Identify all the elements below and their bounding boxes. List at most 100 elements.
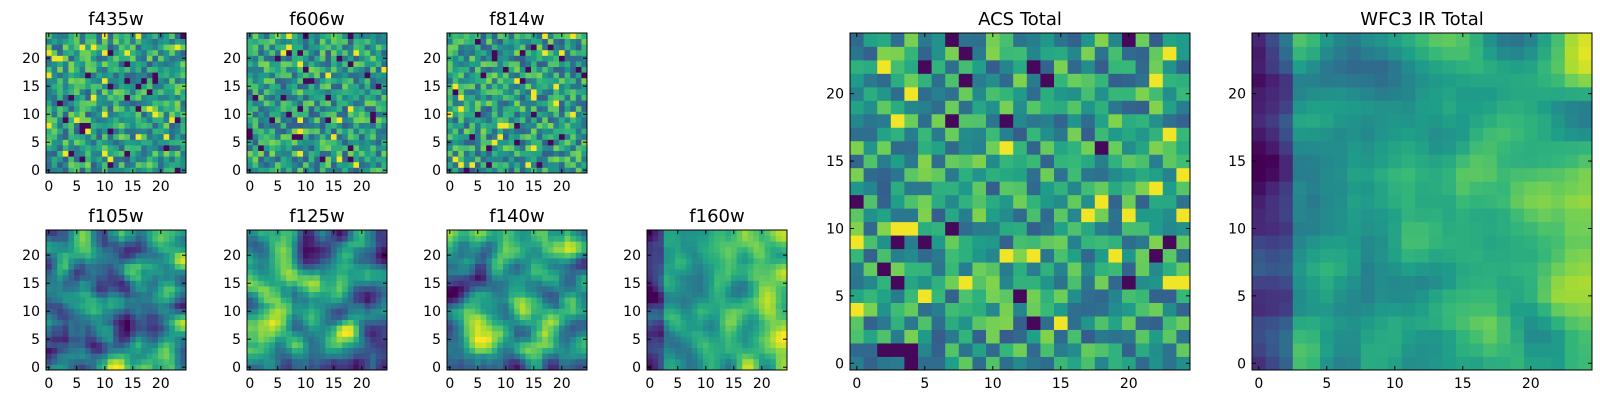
- heatmap-cell: [553, 94, 560, 101]
- heatmap-cell: [447, 66, 453, 73]
- heatmap-cell: [1108, 221, 1123, 236]
- heatmap-cell: [575, 246, 582, 253]
- heatmap-cell: [491, 241, 498, 248]
- heatmap-cell: [135, 122, 142, 129]
- heatmap-cell: [146, 291, 153, 298]
- heatmap-cell: [135, 325, 142, 332]
- heatmap-cell: [169, 133, 176, 140]
- heatmap-cell: [708, 330, 715, 337]
- heatmap-cell: [141, 358, 148, 365]
- heatmap-cell: [503, 111, 509, 118]
- heatmap-cell: [514, 342, 521, 348]
- heatmap-cell: [775, 252, 782, 259]
- heatmap-cell: [652, 336, 659, 343]
- heatmap-cell: [96, 94, 103, 101]
- heatmap-cell: [863, 275, 878, 290]
- heatmap-cell: [331, 286, 337, 292]
- heatmap-cell: [141, 274, 148, 281]
- heatmap-cell: [759, 241, 765, 248]
- heatmap-cell: [375, 263, 382, 270]
- heatmap-cell: [945, 208, 960, 223]
- heatmap-cell: [850, 275, 864, 290]
- heatmap-cell: [1176, 181, 1191, 196]
- heatmap-cell: [291, 364, 298, 371]
- heatmap-cell: [581, 156, 588, 163]
- heatmap-cell: [904, 329, 919, 344]
- heatmap-cell: [85, 280, 92, 287]
- heatmap-cell: [370, 117, 377, 123]
- heatmap-cell: [51, 336, 58, 343]
- heatmap-cell: [68, 122, 75, 129]
- heatmap-cell: [370, 156, 377, 163]
- heatmap-cell: [663, 308, 670, 315]
- heatmap-cell: [525, 291, 532, 298]
- heatmap-cell: [725, 269, 732, 276]
- heatmap-cell: [714, 258, 721, 264]
- heatmap-cell: [781, 342, 788, 348]
- heatmap-cell: [559, 55, 565, 62]
- heatmap-cell: [258, 246, 265, 253]
- heatmap-cell: [353, 77, 360, 84]
- heatmap-cell: [536, 66, 543, 73]
- heatmap-cell: [775, 297, 782, 304]
- heatmap-cell: [375, 55, 382, 62]
- heatmap-cell: [652, 241, 659, 248]
- heatmap-cell: [258, 66, 265, 73]
- heatmap-cell: [531, 61, 537, 67]
- heatmap-cell: [986, 235, 1000, 250]
- heatmap-cell: [669, 241, 676, 248]
- heatmap-cell: [347, 44, 354, 51]
- heatmap-cell: [252, 330, 259, 337]
- heatmap-cell: [359, 314, 365, 320]
- heatmap-cell: [719, 252, 726, 259]
- heatmap-cell: [452, 274, 459, 281]
- heatmap-cell: [531, 77, 537, 84]
- heatmap-cell: [314, 94, 321, 101]
- plot-frame: [446, 32, 588, 174]
- heatmap-cell: [508, 117, 515, 123]
- heatmap-cell: [525, 89, 532, 95]
- heatmap-cell: [559, 139, 565, 146]
- heatmap-cell: [564, 145, 571, 151]
- heatmap-cell: [781, 258, 788, 264]
- heatmap-cell: [725, 235, 732, 242]
- heatmap-cell: [918, 167, 932, 182]
- heatmap-cell: [680, 291, 687, 298]
- heatmap-cell: [146, 258, 153, 264]
- heatmap-cell: [753, 269, 760, 276]
- heatmap-cell: [508, 246, 515, 253]
- heatmap-cell: [336, 235, 343, 242]
- heatmap-cell: [658, 252, 665, 259]
- heatmap-cell: [113, 269, 120, 276]
- heatmap-cell: [447, 353, 453, 360]
- heatmap-cell: [581, 302, 588, 309]
- heatmap-cell: [559, 89, 565, 95]
- heatmap-cell: [480, 150, 487, 157]
- heatmap-cell: [252, 33, 259, 39]
- heatmap-cell: [1149, 194, 1164, 209]
- heatmap-cell: [519, 145, 526, 151]
- heatmap-cell: [51, 94, 58, 101]
- heatmap-cell: [536, 105, 543, 112]
- heatmap-cell: [146, 364, 153, 371]
- heatmap-cell: [347, 364, 354, 371]
- heatmap-cell: [375, 364, 382, 371]
- heatmap-cell: [519, 167, 526, 174]
- heatmap-cell: [486, 336, 493, 343]
- heatmap-cell: [158, 286, 164, 292]
- heatmap-cell: [146, 302, 153, 309]
- heatmap-cell: [575, 347, 582, 354]
- heatmap-cell: [353, 358, 360, 365]
- heatmap-cell: [90, 161, 97, 168]
- heatmap-cell: [491, 330, 498, 337]
- heatmap-cell: [691, 280, 698, 287]
- heatmap-cell: [458, 77, 465, 84]
- heatmap-cell: [252, 358, 259, 365]
- heatmap-cell: [141, 117, 148, 123]
- heatmap-cell: [263, 364, 270, 371]
- heatmap-cell: [1122, 235, 1136, 250]
- heatmap-cell: [759, 302, 765, 309]
- heatmap-cell: [107, 145, 114, 151]
- heatmap-cell: [336, 314, 343, 320]
- heatmap-cell: [113, 44, 120, 51]
